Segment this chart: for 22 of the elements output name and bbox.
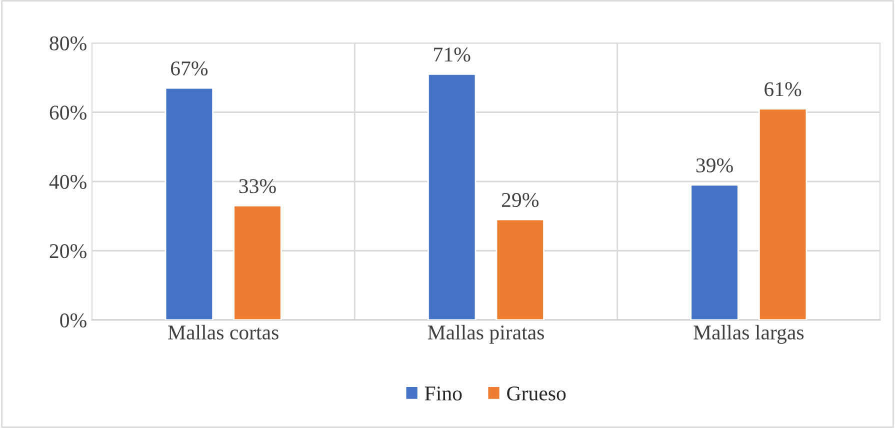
data-label: 39% bbox=[696, 158, 733, 172]
data-label: 71% bbox=[434, 48, 470, 62]
x-tick-label: Mallas cortas bbox=[168, 324, 278, 340]
y-tick-label: 40% bbox=[49, 174, 86, 189]
y-tick-label: 0% bbox=[60, 313, 86, 328]
bar bbox=[428, 73, 476, 320]
bar bbox=[690, 184, 739, 320]
bar bbox=[758, 108, 808, 320]
legend-label: Fino bbox=[424, 386, 462, 400]
data-label: 61% bbox=[764, 82, 802, 96]
legend-label: Grueso bbox=[507, 386, 566, 400]
x-tick-label: Mallas largas bbox=[694, 324, 804, 344]
data-label: 67% bbox=[170, 61, 208, 76]
y-tick-label: 60% bbox=[50, 106, 86, 120]
data-label: 29% bbox=[502, 192, 539, 208]
bar bbox=[233, 205, 282, 320]
data-label: 33% bbox=[239, 179, 276, 194]
bar bbox=[496, 218, 544, 320]
x-tick-label: Mallas piratas bbox=[428, 324, 544, 344]
y-tick-label: 20% bbox=[50, 244, 86, 258]
y-tick-label: 80% bbox=[50, 36, 86, 50]
bar bbox=[164, 87, 214, 320]
